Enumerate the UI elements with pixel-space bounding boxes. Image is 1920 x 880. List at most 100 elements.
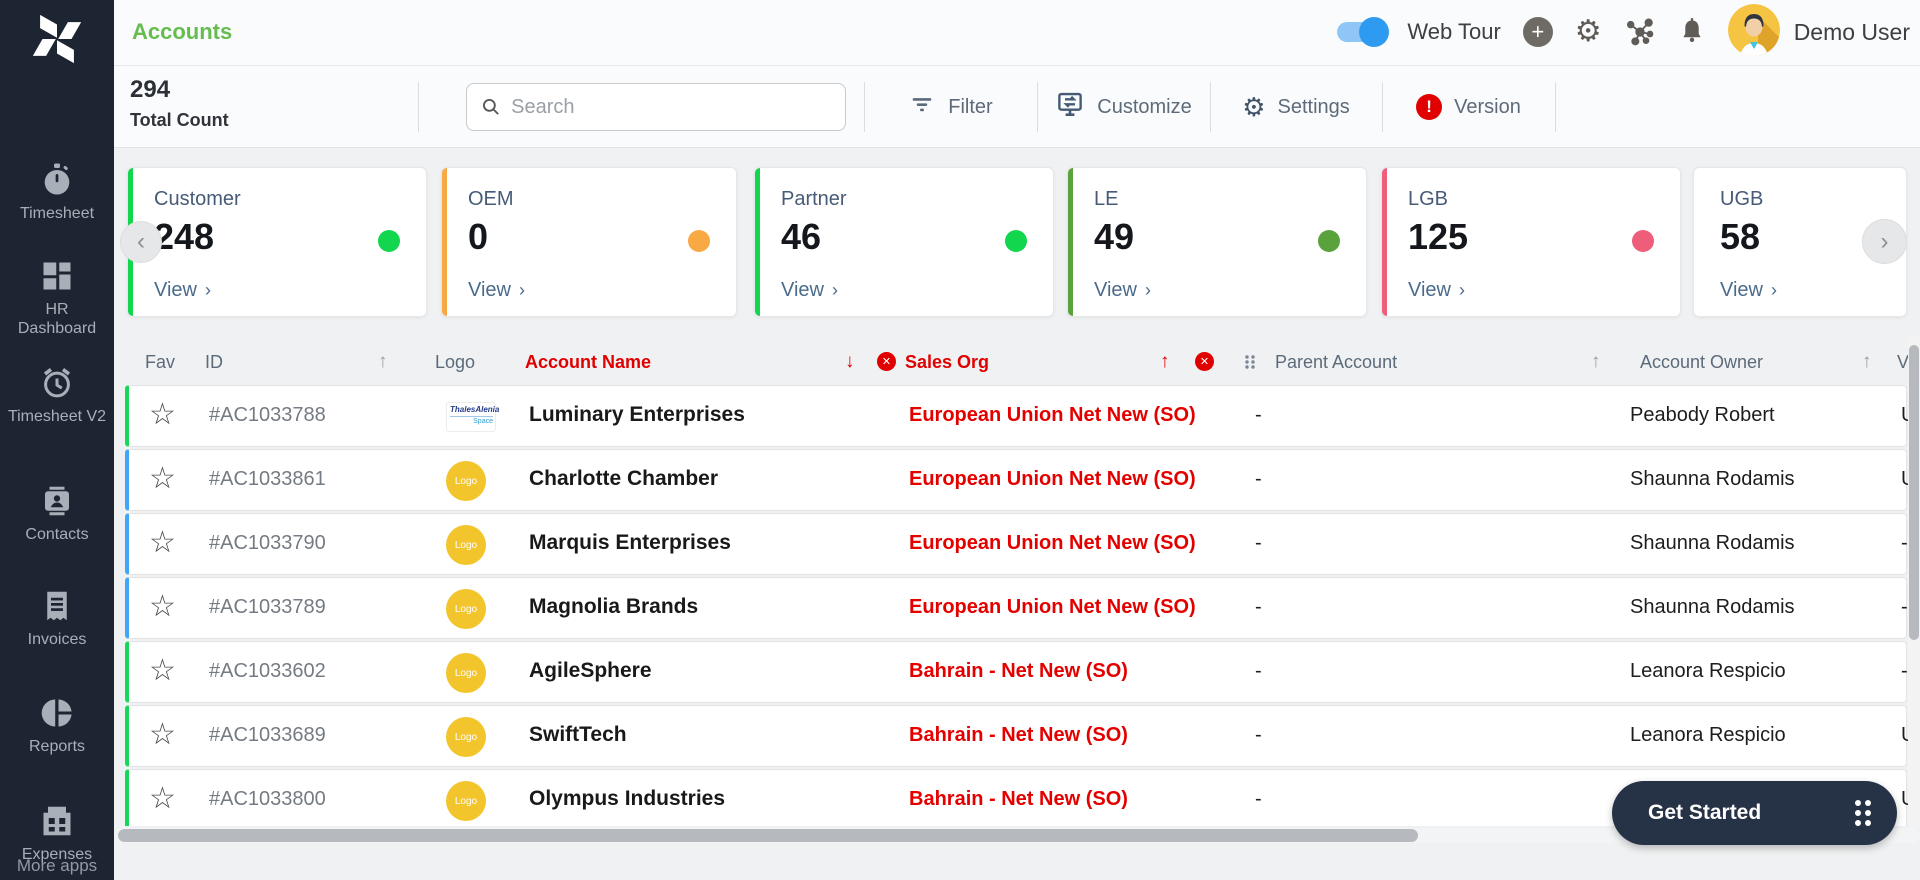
account-logo: Logo	[446, 717, 486, 757]
account-id: #AC1033861	[209, 450, 326, 508]
table-row[interactable]: ☆#AC1033790LogoMarquis EnterprisesEurope…	[125, 513, 1907, 575]
search-input[interactable]	[511, 96, 831, 119]
clear-sort-icon[interactable]: ✕	[877, 352, 896, 371]
account-id: #AC1033789	[209, 578, 326, 636]
account-id: #AC1033800	[209, 770, 326, 826]
account-name: Luminary Enterprises	[529, 386, 745, 444]
table-row[interactable]: ☆#AC1033689LogoSwiftTechBahrain - Net Ne…	[125, 705, 1907, 767]
pie-chart-icon	[39, 695, 75, 731]
card-view-link[interactable]: View›	[781, 279, 838, 302]
card-view-link[interactable]: View›	[1094, 279, 1151, 302]
divider	[1555, 82, 1556, 132]
sort-asc-icon[interactable]: ↑	[1862, 343, 1872, 381]
user-menu[interactable]: Demo User	[1728, 4, 1910, 61]
favorite-star-icon[interactable]: ☆	[149, 642, 176, 700]
summary-card-oem: OEM0View›	[441, 167, 737, 317]
view-label: View	[154, 279, 197, 301]
vertical-scrollbar-thumb[interactable]	[1909, 345, 1919, 640]
drag-handle-icon[interactable]	[1243, 343, 1257, 381]
account-logo: Logo	[446, 461, 486, 501]
vertical-scrollbar[interactable]	[1908, 335, 1920, 828]
table-row[interactable]: ☆ #AC1033789 Logo Magnolia Brands European U…	[125, 577, 1907, 639]
version-alert-icon: !	[1416, 94, 1442, 120]
sidebar-item-invoices[interactable]: Invoices	[0, 588, 114, 650]
account-name: SwiftTech	[529, 706, 627, 764]
stopwatch-icon	[39, 162, 75, 198]
filter-button[interactable]: Filter	[864, 66, 1037, 148]
table-row[interactable]: ☆#AC1033602LogoAgileSphereBahrain - Net …	[125, 641, 1907, 703]
apps-icon[interactable]	[1624, 16, 1656, 48]
account-logo: Logo	[446, 781, 486, 821]
sidebar-item-timesheet-v2[interactable]: Timesheet V2	[0, 365, 114, 427]
summary-card-customer: Customer248View›	[127, 167, 427, 317]
cards-prev-button[interactable]: ‹	[120, 221, 162, 263]
bell-icon[interactable]	[1678, 17, 1706, 47]
card-view-link[interactable]: View›	[1720, 279, 1777, 302]
favorite-star-icon[interactable]: ☆	[149, 514, 176, 572]
horizontal-scrollbar-thumb[interactable]	[118, 829, 1418, 842]
account-id: #AC1033790	[209, 514, 326, 572]
customize-button[interactable]: Customize	[1037, 66, 1210, 148]
parent-account: -	[1255, 578, 1262, 636]
column-header-account-name[interactable]: Account Name	[525, 343, 651, 381]
favorite-star-icon[interactable]: ☆	[149, 386, 176, 444]
table-body: ☆ #AC1033788 ThalesAleniaSpace Luminary Ent…	[114, 385, 1920, 826]
pinwheel-logo-icon	[28, 10, 86, 68]
account-id: #AC1033788	[209, 386, 326, 444]
sort-asc-icon[interactable]: ↑	[1591, 343, 1601, 381]
clear-sort-icon[interactable]: ✕	[1195, 352, 1214, 371]
favorite-star-icon[interactable]: ☆	[149, 706, 176, 764]
invoice-icon	[39, 588, 75, 624]
status-dot	[1632, 230, 1654, 252]
more-apps-link[interactable]: More apps	[0, 856, 114, 876]
column-header-parent-account[interactable]: Parent Account	[1275, 343, 1397, 381]
gear-icon[interactable]: ⚙	[1575, 17, 1602, 47]
favorite-star-icon[interactable]: ☆	[149, 450, 176, 508]
card-view-link[interactable]: View›	[1408, 279, 1465, 302]
favorite-star-icon[interactable]: ☆	[149, 578, 176, 636]
view-label: View	[1720, 279, 1763, 301]
sort-desc-icon[interactable]: ↓	[845, 343, 855, 381]
sidebar-item-timesheet[interactable]: Timesheet	[0, 162, 114, 224]
sort-asc-icon[interactable]: ↑	[378, 343, 388, 381]
contact-card-icon	[39, 483, 75, 519]
column-header-account-owner[interactable]: Account Owner	[1640, 343, 1763, 381]
table-header: Fav ID ↑ Logo Account Name ↓ ✕ Sales Org ↑ ✕ Paren…	[125, 343, 1907, 381]
total-count-label: Total Count	[130, 110, 229, 131]
get-started-button[interactable]: Get Started	[1612, 781, 1897, 845]
card-value: 49	[1094, 216, 1134, 258]
column-header-sales-org[interactable]: Sales Org	[905, 343, 989, 381]
account-id: #AC1033602	[209, 642, 326, 700]
settings-button[interactable]: ⚙Settings	[1210, 66, 1382, 148]
sidebar-item-contacts[interactable]: Contacts	[0, 483, 114, 545]
card-view-link[interactable]: View›	[154, 279, 211, 302]
column-header-logo[interactable]: Logo	[435, 343, 475, 381]
sidebar-item-reports[interactable]: Reports	[0, 695, 114, 757]
sidebar-item-label: Contacts	[5, 526, 109, 545]
sidebar-item-hr-dashboard[interactable]: HR Dashboard	[0, 258, 114, 339]
parent-account: -	[1255, 386, 1262, 444]
top-bar: Accounts Web Tour + ⚙	[114, 0, 1920, 66]
page-title: Accounts	[132, 0, 232, 64]
add-button[interactable]: +	[1523, 17, 1553, 47]
parent-account: -	[1255, 642, 1262, 700]
sales-org: European Union Net New (SO)	[909, 578, 1196, 636]
account-logo: Logo	[446, 589, 486, 629]
table-row[interactable]: ☆#AC1033861LogoCharlotte ChamberEuropean…	[125, 449, 1907, 511]
column-header-id[interactable]: ID	[205, 343, 223, 381]
account-name: Magnolia Brands	[529, 578, 698, 636]
column-header-fav[interactable]: Fav	[145, 343, 175, 381]
cards-next-button[interactable]: ›	[1862, 219, 1907, 264]
web-tour-toggle[interactable]	[1337, 22, 1385, 42]
favorite-star-icon[interactable]: ☆	[149, 770, 176, 826]
card-accent-band	[1382, 168, 1387, 316]
card-view-link[interactable]: View›	[468, 279, 525, 302]
account-owner: Shaunna Rodamis	[1630, 514, 1795, 572]
app-logo[interactable]	[0, 10, 114, 68]
parent-account: -	[1255, 514, 1262, 572]
sort-asc-icon[interactable]: ↑	[1160, 343, 1170, 381]
account-logo: ThalesAleniaSpace	[446, 402, 496, 432]
account-owner: Leanora Respicio	[1630, 642, 1786, 700]
table-row[interactable]: ☆ #AC1033788 ThalesAleniaSpace Luminary Ent…	[125, 385, 1907, 447]
version-button[interactable]: !Version	[1382, 66, 1555, 148]
